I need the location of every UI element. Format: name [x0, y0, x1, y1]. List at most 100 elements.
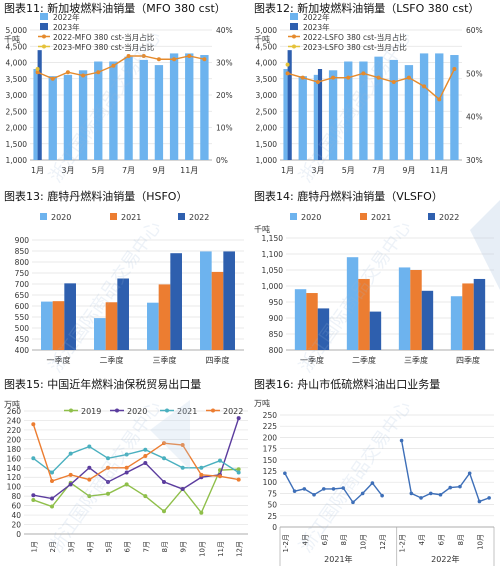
- x-tick-label: 5月: [342, 166, 355, 175]
- chart-title: 图表14: 鹿特丹燃料油销量（VLSFO）: [254, 190, 443, 203]
- series-line: [32, 445, 240, 474]
- y-tick-label: 650: [15, 291, 30, 300]
- bar: [117, 278, 129, 350]
- legend-swatch: [110, 213, 117, 220]
- bar: [63, 74, 73, 160]
- y-tick-label: 950: [269, 298, 284, 307]
- y-tick-label: 50: [267, 501, 277, 510]
- unit-label: 万吨: [254, 398, 270, 408]
- x-tick-label: 1月: [30, 541, 38, 552]
- unit-label: 万吨: [4, 399, 20, 409]
- bar: [41, 301, 53, 350]
- series-line: [32, 424, 239, 482]
- x-tick-label: 1-2月: [399, 534, 407, 552]
- y-tick-label: 5,000: [256, 26, 278, 35]
- legend-label: 2022年: [303, 12, 330, 22]
- y-tick-label: 220: [7, 426, 22, 435]
- x-tick-label: 5月: [92, 166, 105, 175]
- chart-c12: 1,000 1,500 2,000 2,500 3,000 3,500 4,000 4,500…: [254, 12, 483, 175]
- bar: [124, 56, 133, 160]
- x-tick-label: 三季度: [153, 355, 177, 365]
- x-tick-label: 4月: [418, 534, 426, 545]
- group-label: 2022年: [431, 554, 459, 564]
- x-tick-label: 9月: [180, 541, 188, 552]
- y-tick-label: 150: [263, 456, 278, 465]
- point: [399, 438, 404, 443]
- x-tick-label: 6月: [438, 534, 446, 545]
- x-tick-label: 8月: [340, 534, 348, 545]
- y2-tick-label: 0%: [216, 156, 228, 165]
- chart-panel-c15: 图表15: 中国近年燃料油保税贸易出口量 0 20 40 60 80 100 120 140 1…: [0, 376, 250, 567]
- bar: [404, 65, 414, 160]
- legend-label: 2023-LSFO 380 cst-当月占比: [303, 42, 407, 52]
- bar: [421, 290, 434, 350]
- bar: [78, 70, 88, 160]
- y2-tick-label: 50%: [466, 69, 483, 78]
- x-tick-label: 1月: [31, 166, 44, 175]
- bar: [223, 251, 235, 350]
- series-line: [287, 68, 456, 101]
- legend-label: 2022: [439, 213, 459, 222]
- y-tick-label: 3,000: [6, 91, 28, 100]
- chart-panel-c12: 图表12: 新加坡燃料油销量（LSFO 380 cst） 1,000 1,500 2…: [250, 0, 500, 186]
- y-tick-label: 1,100: [262, 250, 284, 259]
- y-tick-label: 1,500: [256, 140, 278, 149]
- series-line: [284, 472, 383, 504]
- x-tick-label: 10月: [198, 541, 206, 557]
- bar: [185, 53, 194, 160]
- bar: [158, 284, 171, 350]
- y-tick-label: 2,000: [256, 124, 278, 133]
- y-tick-label: 60: [11, 502, 21, 511]
- y-tick-label: 1,000: [262, 282, 284, 291]
- bar: [211, 271, 224, 350]
- y-tick-label: 1,000: [256, 156, 278, 165]
- bar: [450, 55, 459, 160]
- x-tick-label: 11月: [180, 166, 198, 175]
- y2-tick-label: 40%: [216, 26, 233, 35]
- bar: [410, 270, 422, 350]
- y-tick-label: 40: [11, 511, 21, 520]
- bar: [52, 301, 65, 350]
- bar: [359, 61, 368, 160]
- bar: [317, 308, 330, 350]
- bar: [313, 74, 318, 160]
- legend-label: 2020: [51, 213, 71, 222]
- unit-label: 千吨: [254, 34, 270, 44]
- x-tick-label: 二季度: [352, 355, 376, 365]
- bar: [48, 76, 57, 160]
- y-tick-label: 4,000: [6, 59, 28, 68]
- bar: [369, 311, 382, 350]
- x-tick-label: 3月: [68, 541, 76, 552]
- y-tick-label: 1,500: [6, 140, 28, 149]
- y2-tick-label: 30%: [216, 59, 233, 68]
- x-tick-label: 8月: [161, 541, 169, 552]
- x-tick-label: 9月: [402, 166, 415, 175]
- y-tick-label: 0: [272, 523, 277, 532]
- y-tick-label: 125: [263, 467, 278, 476]
- y-tick-label: 260: [7, 407, 22, 416]
- y-tick-label: 4,500: [256, 42, 278, 51]
- y-tick-label: 800: [15, 258, 30, 267]
- legend-swatch: [428, 213, 435, 220]
- y-tick-label: 900: [15, 236, 30, 245]
- y-tick-label: 900: [269, 314, 284, 323]
- legend-label: 2023年: [303, 22, 330, 32]
- y-tick-label: 1,000: [6, 156, 28, 165]
- y-tick-label: 600: [15, 302, 30, 311]
- y-tick-label: 80: [11, 492, 21, 501]
- bar: [358, 278, 370, 350]
- unit-label: 千吨: [254, 224, 270, 234]
- legend-swatch: [178, 213, 185, 220]
- x-tick-label: 二季度: [100, 355, 124, 365]
- y-tick-label: 750: [15, 269, 30, 278]
- bar: [344, 61, 353, 160]
- chart-title: 图表13: 鹿特丹燃料油销量（HSFO）: [4, 190, 188, 203]
- y-tick-label: 850: [269, 330, 284, 339]
- chart-title: 图表16: 舟山市低硫燃料油出口业务量: [254, 378, 441, 391]
- bar: [462, 283, 474, 350]
- y2-tick-label: 20%: [216, 91, 233, 100]
- legend-marker: [42, 44, 46, 49]
- bar: [435, 53, 444, 160]
- y-tick-label: 200: [7, 435, 22, 444]
- legend-label: 2022年: [53, 12, 80, 22]
